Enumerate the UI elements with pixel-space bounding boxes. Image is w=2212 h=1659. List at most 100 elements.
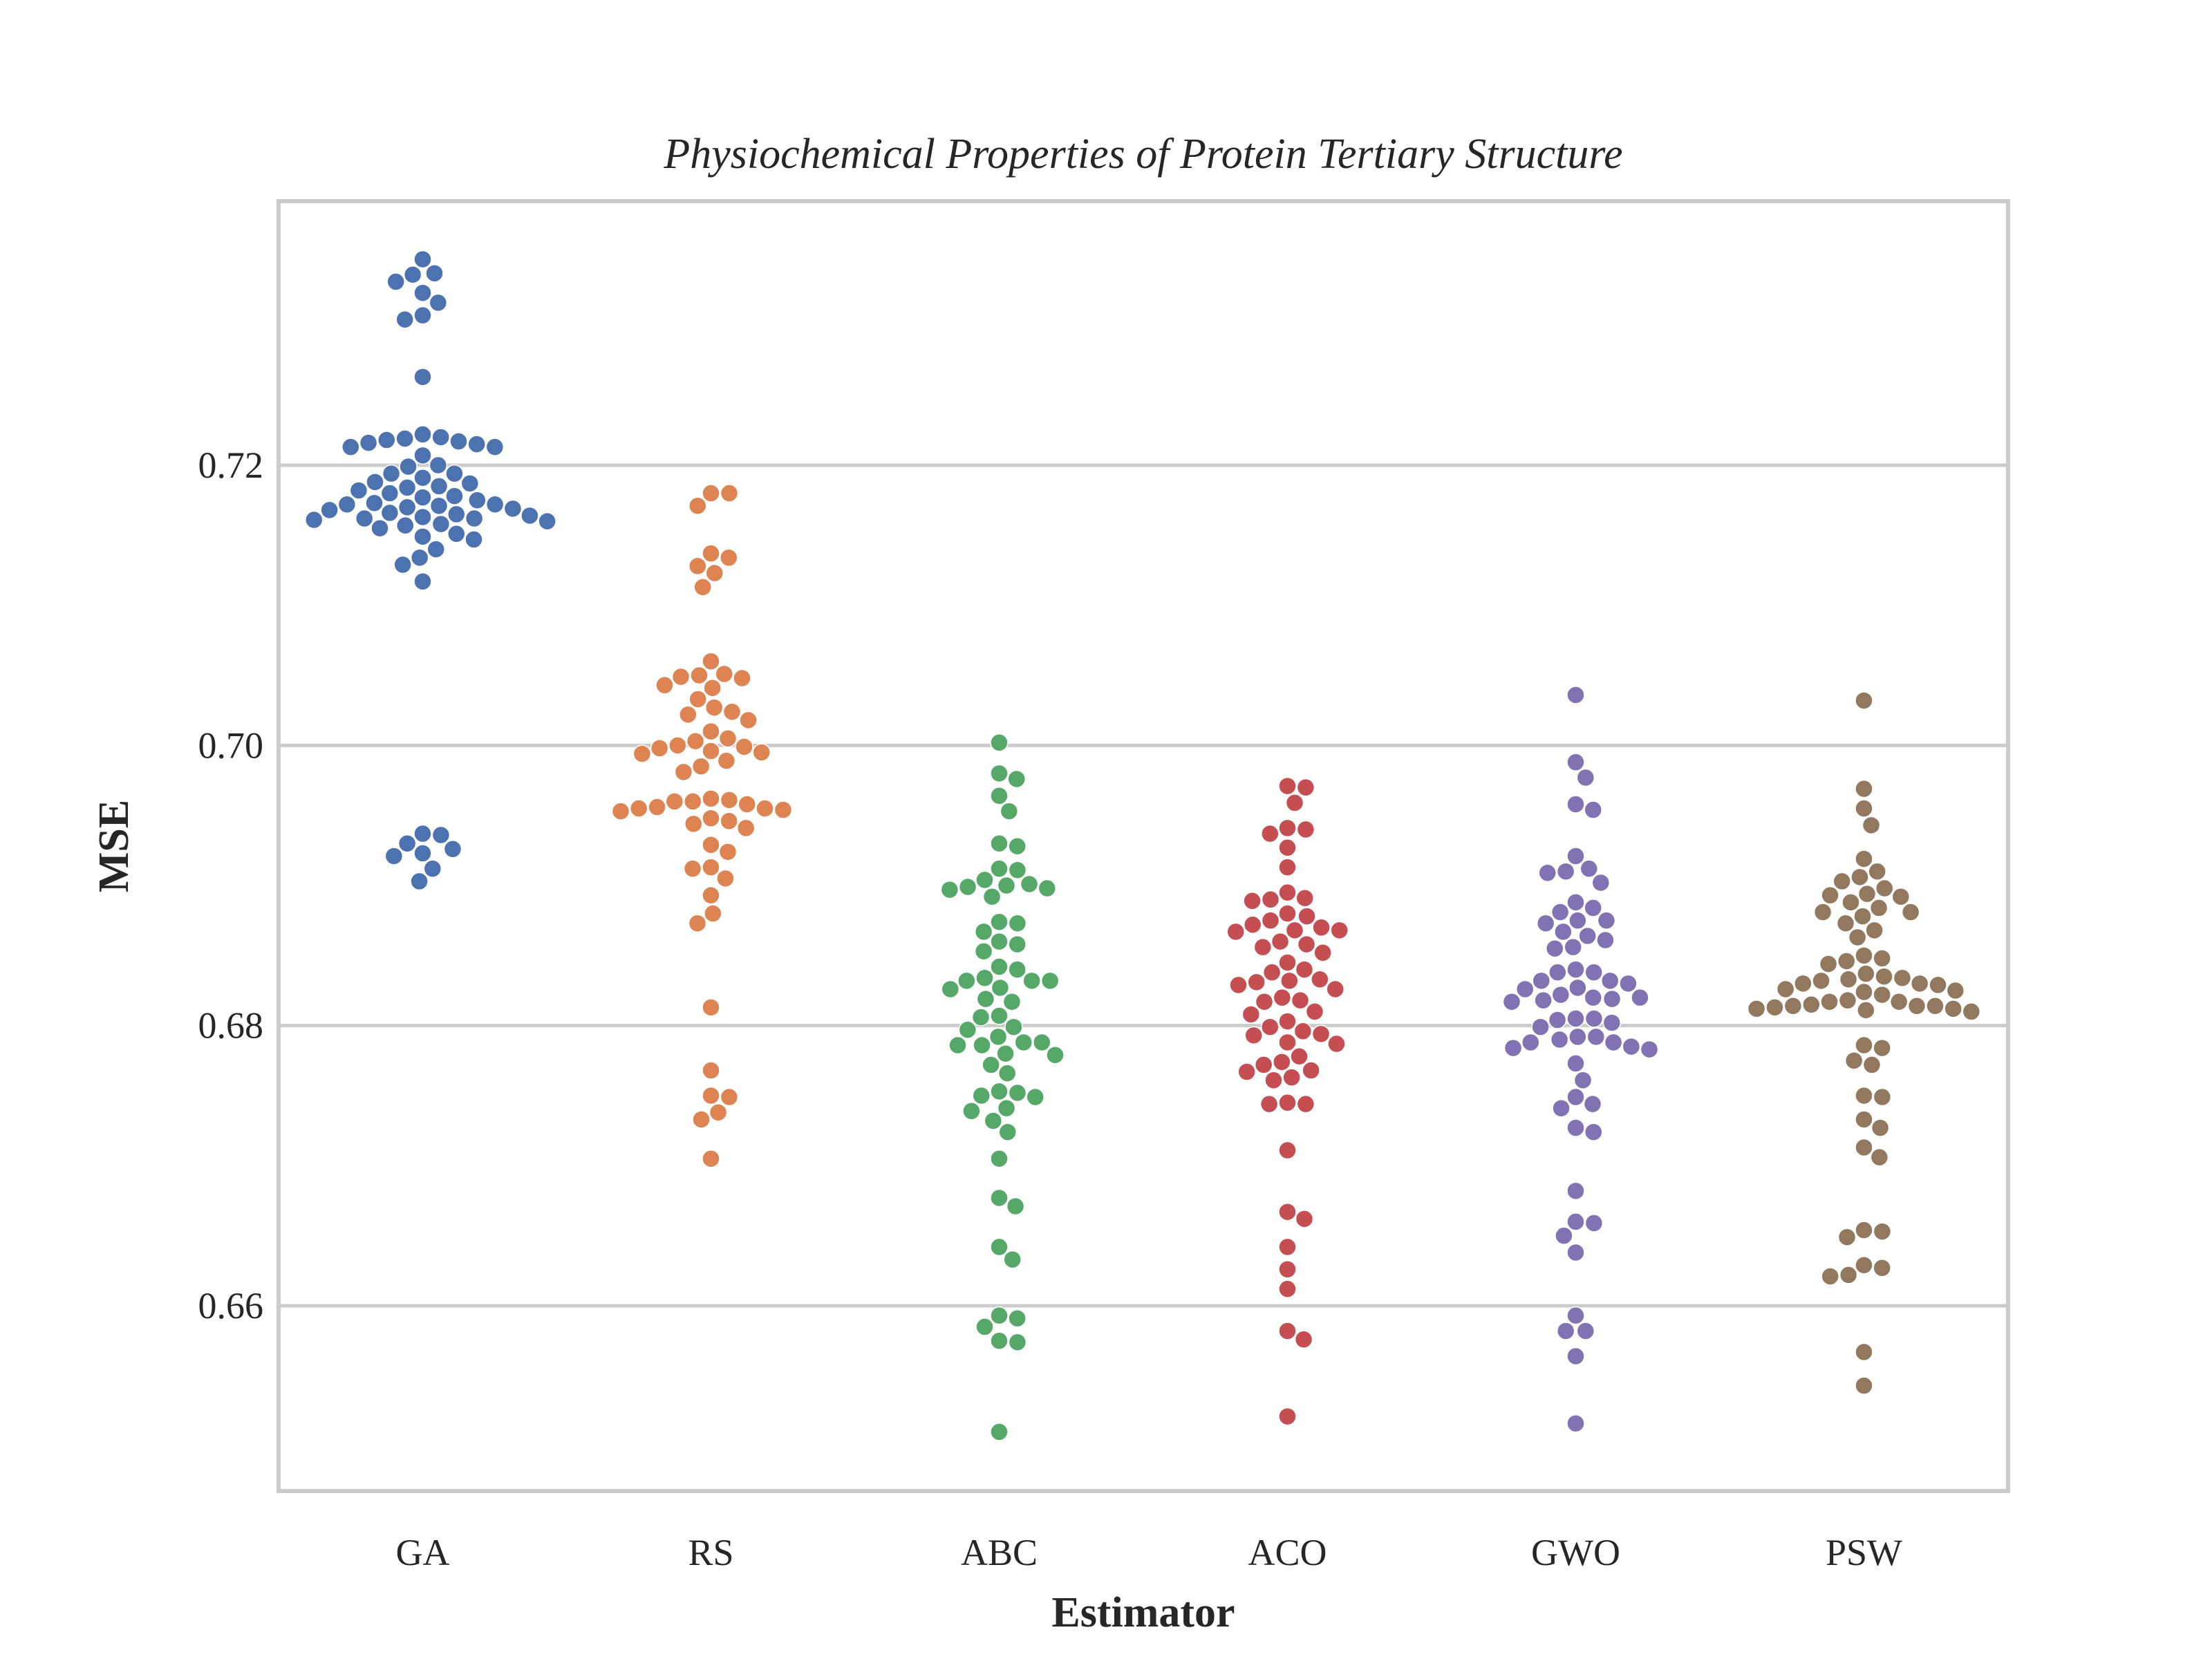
- x-tick-label: GA: [396, 1532, 450, 1573]
- data-point-aco: [1278, 883, 1297, 902]
- data-point-aco: [1278, 1012, 1297, 1031]
- data-point-psw: [1839, 1266, 1858, 1284]
- data-point-ga: [413, 527, 432, 546]
- data-point-gwo: [1548, 1011, 1567, 1029]
- y-tick-label: 0.66: [198, 1285, 264, 1327]
- x-tick-label: ACO: [1248, 1532, 1327, 1573]
- data-point-psw: [1870, 1147, 1889, 1167]
- data-point-abc: [975, 968, 994, 988]
- data-point-gwo: [1566, 1306, 1585, 1325]
- data-point-rs: [705, 563, 724, 583]
- data-point-ga: [366, 473, 384, 491]
- data-point-rs: [718, 729, 738, 748]
- data-point-abc: [990, 1082, 1009, 1101]
- data-point-abc: [974, 922, 993, 941]
- y-tick-label: 0.72: [198, 444, 264, 486]
- data-point-aco: [1273, 1053, 1291, 1071]
- data-point-aco: [1278, 1322, 1297, 1340]
- data-point-aco: [1278, 1260, 1297, 1279]
- data-point-aco: [1295, 1210, 1314, 1228]
- data-point-aco: [1264, 1071, 1283, 1089]
- data-point-aco: [1296, 778, 1315, 797]
- data-point-gwo: [1566, 795, 1585, 814]
- data-point-abc: [990, 733, 1009, 752]
- data-point-aco: [1243, 915, 1262, 934]
- data-point-psw: [1862, 816, 1881, 835]
- data-point-gwo: [1566, 1087, 1585, 1107]
- data-point-gwo: [1521, 1033, 1540, 1052]
- data-point-gwo: [1640, 1040, 1659, 1059]
- data-point-ga: [447, 505, 466, 524]
- data-point-abc: [998, 1123, 1018, 1141]
- data-point-gwo: [1584, 988, 1602, 1007]
- data-point-abc: [990, 1423, 1009, 1441]
- data-point-gwo: [1556, 1322, 1575, 1340]
- data-point-psw: [1855, 1086, 1873, 1105]
- data-point-psw: [1910, 974, 1929, 993]
- x-tick-label: RS: [688, 1532, 733, 1573]
- data-point-psw: [1855, 1138, 1873, 1157]
- data-point-ga: [413, 250, 432, 269]
- data-point-gwo: [1604, 1033, 1623, 1052]
- data-point-aco: [1243, 892, 1262, 910]
- data-point-rs: [702, 742, 720, 760]
- data-point-gwo: [1566, 1009, 1585, 1028]
- data-point-ga: [485, 495, 505, 514]
- data-point-aco: [1278, 1280, 1297, 1298]
- data-point-abc: [997, 876, 1016, 895]
- data-point-ga: [503, 499, 523, 518]
- data-point-gwo: [1622, 1037, 1641, 1056]
- data-point-aco: [1255, 992, 1274, 1011]
- data-point-ga: [468, 491, 487, 509]
- data-point-aco: [1278, 1202, 1297, 1221]
- data-point-gwo: [1566, 960, 1585, 979]
- y-tick-labels: 0.66 0.68 0.70 0.72: [198, 444, 264, 1327]
- data-point-aco: [1278, 1141, 1297, 1160]
- data-point-abc: [1040, 971, 1060, 991]
- data-point-psw: [1853, 907, 1872, 926]
- data-point-gwo: [1584, 1123, 1603, 1141]
- data-point-ga: [427, 540, 445, 559]
- data-point-ga: [445, 464, 464, 483]
- data-point-gwo: [1550, 903, 1570, 921]
- data-point-gwo: [1548, 963, 1567, 982]
- data-point-psw: [1837, 1228, 1857, 1246]
- data-point-psw: [1820, 992, 1839, 1011]
- data-point-aco: [1273, 988, 1292, 1007]
- data-point-rs: [690, 666, 709, 685]
- data-point-psw: [1833, 872, 1851, 891]
- y-tick-label: 0.68: [198, 1005, 264, 1047]
- data-point-rs: [648, 798, 666, 816]
- data-point-aco: [1261, 824, 1280, 843]
- data-point-abc: [1008, 935, 1027, 954]
- data-point-psw: [1873, 985, 1891, 1004]
- data-point-ga: [485, 438, 505, 456]
- data-point-abc: [988, 1027, 1008, 1047]
- data-point-ga: [349, 481, 368, 500]
- data-point-gwo: [1566, 847, 1585, 865]
- data-point-psw: [1848, 928, 1867, 947]
- data-point-gwo: [1502, 992, 1521, 1011]
- data-point-aco: [1330, 921, 1349, 940]
- data-point-gwo: [1566, 1414, 1585, 1433]
- data-point-gwo: [1586, 1027, 1606, 1047]
- data-point-ga: [371, 518, 389, 538]
- data-point-ga: [431, 825, 451, 845]
- data-point-gwo: [1568, 978, 1587, 997]
- data-point-rs: [738, 795, 756, 814]
- data-point-aco: [1241, 1005, 1261, 1024]
- data-point-psw: [1873, 1222, 1892, 1241]
- data-point-aco: [1278, 904, 1297, 923]
- data-point-ga: [355, 509, 374, 528]
- data-point-aco: [1278, 838, 1297, 857]
- data-point-ga: [386, 272, 405, 291]
- data-point-gwo: [1555, 1226, 1573, 1245]
- data-point-rs: [720, 548, 738, 568]
- data-point-aco: [1295, 960, 1314, 979]
- data-point-ga: [410, 548, 429, 568]
- data-point-aco: [1261, 911, 1280, 930]
- data-point-ga: [465, 530, 483, 549]
- data-point-psw: [1907, 997, 1927, 1015]
- data-point-abc: [1007, 769, 1026, 789]
- data-point-gwo: [1619, 974, 1638, 993]
